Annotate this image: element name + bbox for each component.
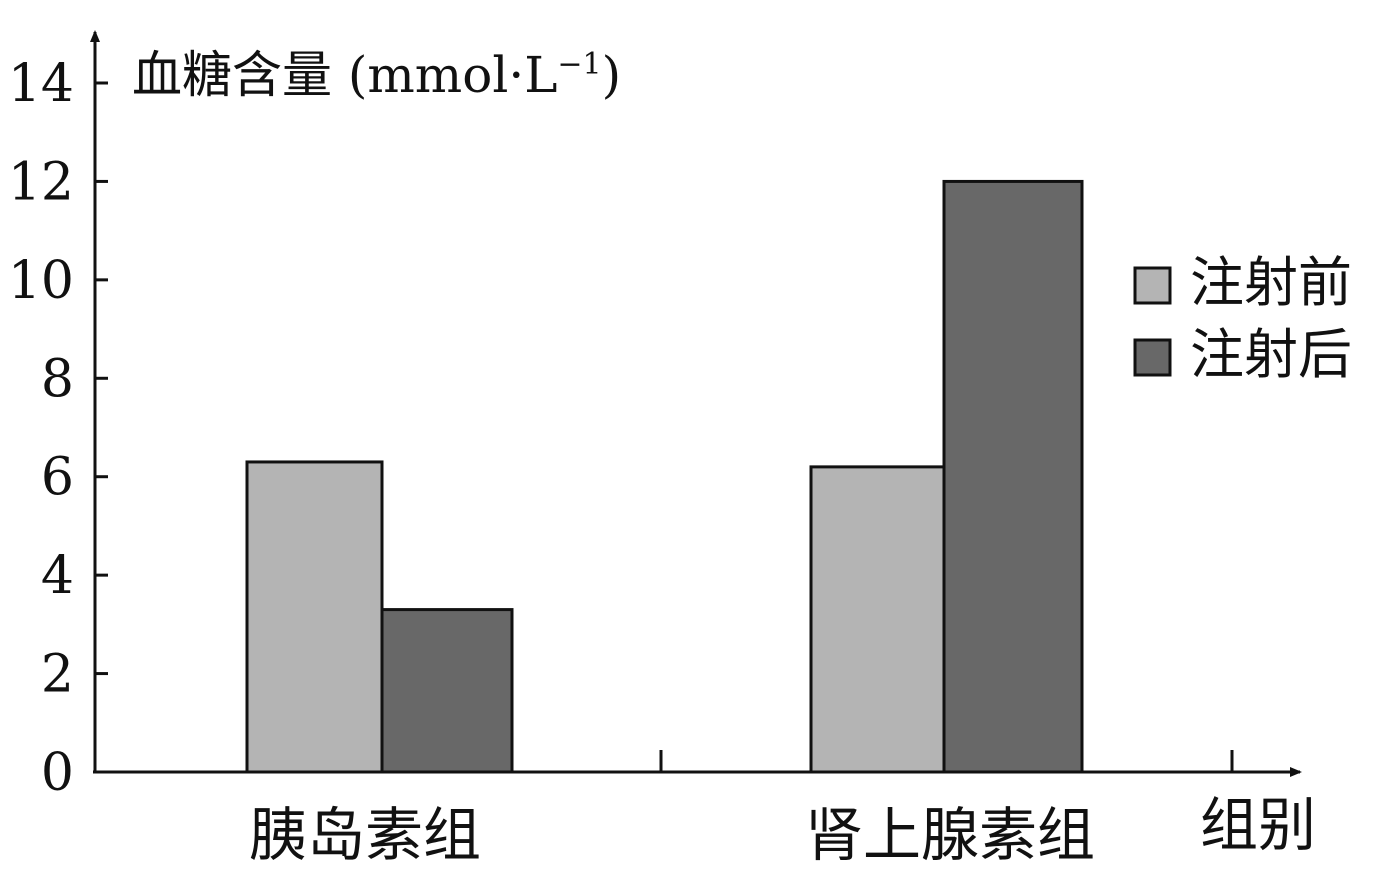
category-labels-group: 胰岛素组 肾上腺素组: [249, 801, 1095, 869]
bar-adrenaline-after: [942, 179, 1084, 774]
x-axis-title: 组别: [1200, 791, 1316, 859]
legend-label: 注射前: [1190, 251, 1352, 314]
y-tick-label: 0: [41, 743, 74, 803]
category-label: 胰岛素组: [249, 801, 481, 869]
bar-insulin-before: [245, 460, 384, 774]
bar-insulin-after: [380, 608, 514, 774]
y-tick-label: 2: [41, 645, 74, 705]
y-tick-label: 6: [41, 448, 74, 508]
y-axis-title-close: ): [602, 46, 622, 104]
y-tick-label: 4: [41, 546, 74, 606]
y-axis-title: 血糖含量 (mmol·L−1): [132, 46, 621, 104]
bar-adrenaline-before: [809, 465, 946, 774]
y-tick-label: 10: [8, 251, 74, 311]
y-ticks-group: 0 2 4 6 8 10 12 14: [8, 54, 108, 803]
x-ticks-group: [659, 750, 1234, 772]
legend-label: 注射后: [1190, 323, 1352, 386]
y-tick-label: 14: [8, 54, 74, 114]
bars-group: [245, 179, 1084, 774]
y-axis-title-superscript: −1: [557, 47, 601, 82]
legend-swatch: [1133, 266, 1172, 305]
y-tick-label: 8: [41, 349, 74, 409]
y-tick-label: 12: [8, 152, 74, 212]
legend-swatch: [1133, 338, 1172, 377]
category-label: 肾上腺素组: [805, 801, 1095, 869]
